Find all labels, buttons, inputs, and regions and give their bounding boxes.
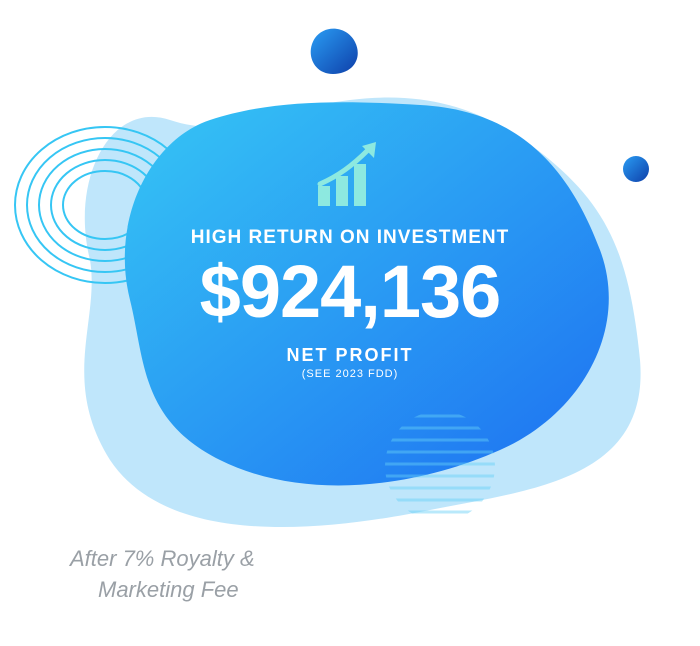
content-block: HIGH RETURN ON INVESTMENT $924,136 NET P… [0, 140, 700, 380]
decorative-striped-circle [380, 406, 500, 526]
reference-text: (SEE 2023 FDD) [0, 368, 700, 380]
infographic-canvas: HIGH RETURN ON INVESTMENT $924,136 NET P… [0, 0, 700, 646]
subline-text: NET PROFIT [0, 345, 700, 366]
footnote-line1: After 7% Royalty & [70, 546, 255, 571]
footnote: After 7% Royalty & Marketing Fee [70, 544, 255, 606]
footnote-line2: Marketing Fee [98, 575, 255, 606]
growth-chart-icon [310, 140, 390, 215]
decorative-dot-top [305, 28, 360, 76]
amount-text: $924,136 [0, 253, 700, 331]
headline-text: HIGH RETURN ON INVESTMENT [0, 227, 700, 249]
